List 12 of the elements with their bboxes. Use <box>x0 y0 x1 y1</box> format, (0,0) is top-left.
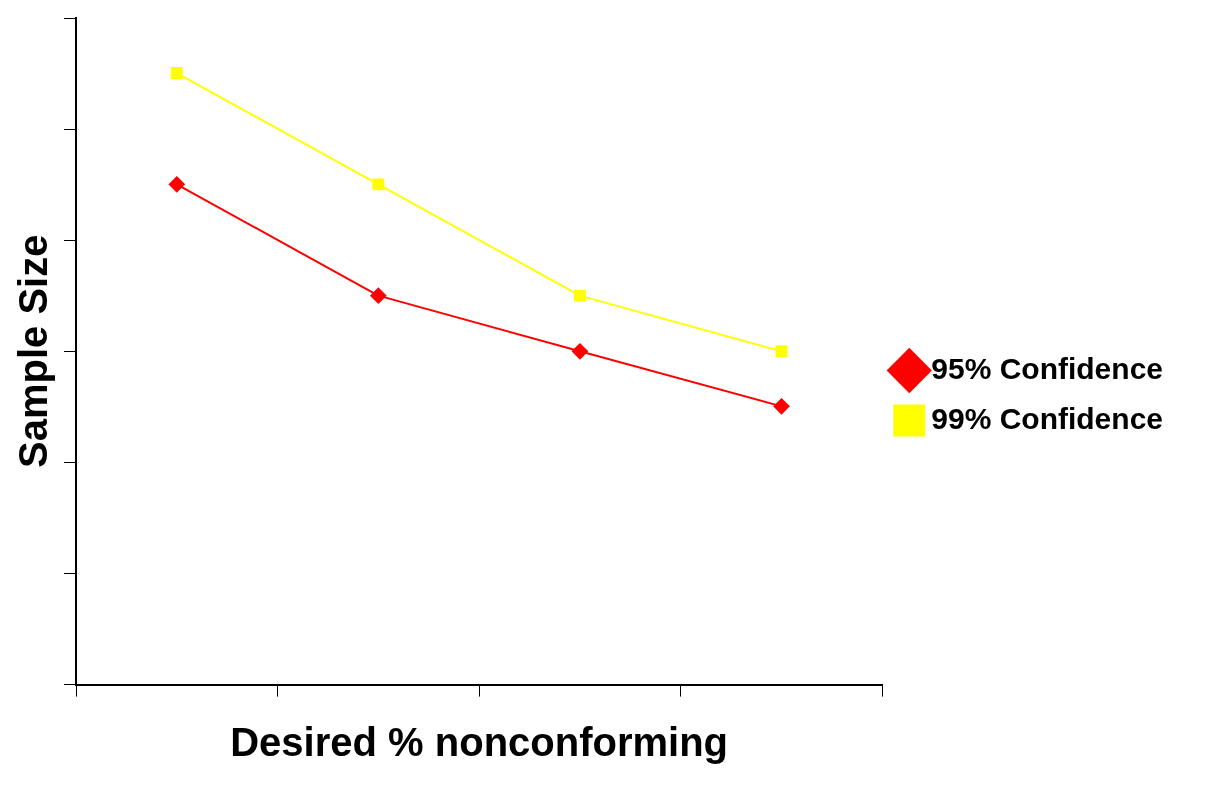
point <box>372 178 385 191</box>
point <box>170 67 183 79</box>
x-axis-title: Desired % nonconforming <box>230 720 729 765</box>
point <box>571 343 588 360</box>
point <box>773 398 790 415</box>
legend-label: 99% Confidence <box>931 401 1164 435</box>
point <box>573 289 586 302</box>
point <box>370 287 387 304</box>
point <box>168 176 185 193</box>
point <box>775 345 788 358</box>
y-axis-title: Sample Size <box>11 234 56 469</box>
legend-label: 95% Confidence <box>931 351 1164 385</box>
